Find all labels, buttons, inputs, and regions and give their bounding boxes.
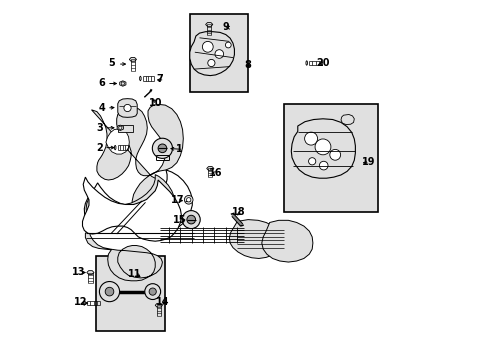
Polygon shape bbox=[206, 167, 213, 170]
Circle shape bbox=[186, 198, 190, 202]
Text: 18: 18 bbox=[231, 207, 245, 217]
Polygon shape bbox=[305, 60, 307, 66]
Polygon shape bbox=[189, 32, 234, 76]
Text: 10: 10 bbox=[149, 98, 163, 108]
Circle shape bbox=[182, 211, 200, 229]
Text: 8: 8 bbox=[244, 60, 251, 70]
Circle shape bbox=[144, 284, 160, 300]
Polygon shape bbox=[120, 81, 126, 86]
Circle shape bbox=[207, 59, 215, 67]
Text: 13: 13 bbox=[72, 267, 86, 277]
Text: 5: 5 bbox=[108, 58, 115, 68]
Circle shape bbox=[202, 41, 213, 52]
Circle shape bbox=[215, 50, 223, 58]
Polygon shape bbox=[129, 58, 136, 61]
Text: 2: 2 bbox=[96, 143, 102, 153]
Polygon shape bbox=[106, 129, 129, 154]
Text: 14: 14 bbox=[156, 297, 169, 307]
Polygon shape bbox=[82, 177, 181, 241]
Polygon shape bbox=[205, 23, 212, 26]
Circle shape bbox=[184, 195, 193, 204]
Bar bbox=[189, 14, 247, 92]
Polygon shape bbox=[291, 119, 355, 178]
Circle shape bbox=[319, 161, 327, 170]
Polygon shape bbox=[229, 220, 283, 258]
Polygon shape bbox=[86, 175, 175, 229]
Bar bbox=[118, 125, 133, 132]
Circle shape bbox=[308, 158, 315, 165]
Text: 20: 20 bbox=[316, 58, 329, 68]
Bar bbox=[96, 256, 165, 331]
Circle shape bbox=[149, 288, 156, 295]
Circle shape bbox=[105, 287, 114, 296]
Text: 7: 7 bbox=[156, 74, 163, 84]
Text: 12: 12 bbox=[73, 297, 87, 307]
Polygon shape bbox=[91, 104, 183, 230]
Circle shape bbox=[123, 104, 131, 112]
Text: 16: 16 bbox=[208, 168, 222, 178]
Text: 1: 1 bbox=[176, 144, 183, 154]
Text: 6: 6 bbox=[99, 78, 105, 88]
Text: 17: 17 bbox=[170, 195, 184, 205]
Text: 19: 19 bbox=[361, 157, 374, 167]
Polygon shape bbox=[114, 145, 116, 150]
Polygon shape bbox=[261, 220, 312, 262]
Bar bbox=[284, 104, 377, 212]
Circle shape bbox=[304, 132, 317, 145]
Text: 4: 4 bbox=[99, 103, 105, 113]
Circle shape bbox=[225, 42, 231, 48]
Circle shape bbox=[152, 138, 172, 158]
Polygon shape bbox=[87, 271, 94, 274]
Text: 11: 11 bbox=[127, 269, 141, 279]
Circle shape bbox=[329, 149, 340, 160]
Circle shape bbox=[314, 139, 330, 155]
Polygon shape bbox=[84, 170, 192, 232]
Circle shape bbox=[99, 282, 120, 302]
Polygon shape bbox=[140, 76, 141, 81]
Circle shape bbox=[186, 215, 195, 224]
Polygon shape bbox=[117, 125, 123, 130]
Polygon shape bbox=[85, 230, 162, 281]
Text: 3: 3 bbox=[96, 123, 102, 133]
Polygon shape bbox=[155, 303, 162, 307]
Polygon shape bbox=[340, 114, 354, 125]
Text: 9: 9 bbox=[223, 22, 229, 32]
Polygon shape bbox=[118, 99, 137, 117]
Text: 15: 15 bbox=[172, 215, 185, 225]
Circle shape bbox=[158, 144, 166, 153]
Polygon shape bbox=[83, 301, 85, 306]
